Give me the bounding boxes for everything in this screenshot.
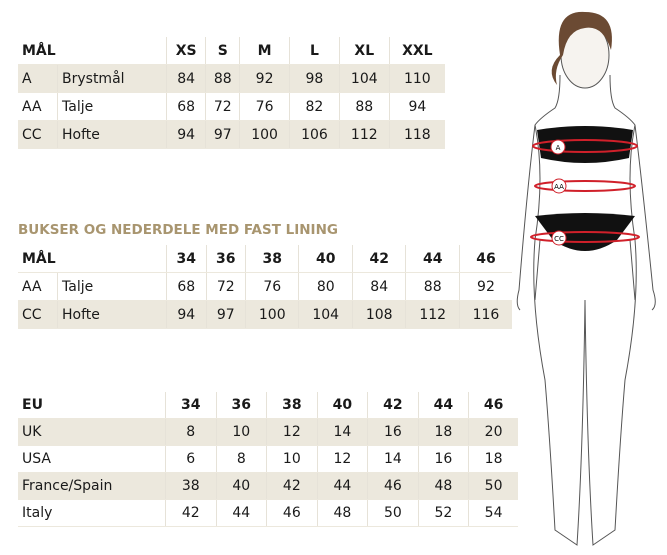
table-row: UK 8 10 12 14 16 18 20	[18, 418, 518, 446]
body-measurement-figure: A AA CC	[516, 11, 656, 546]
size-table-bottoms: MÅL 34 36 38 40 42 44 46 AA Talje 68 72 76 80 84 88 92…	[18, 245, 512, 329]
table-row: AA Talje 68 72 76 82 88 94	[18, 92, 445, 121]
label-aa: AA	[554, 183, 564, 191]
size-table-tops: MÅL XS S M L XL XXL A Brystmål 84 88 92 98 104 110 A…	[18, 37, 445, 149]
table-header: EU 34 36 38 40 42 44 46	[18, 392, 518, 419]
section-title: BUKSER OG NEDERDELE MED FAST LINING	[18, 222, 338, 238]
table-row: AA Talje 68 72 76 80 84 88 92	[18, 272, 512, 301]
table-row: CC Hofte 94 97 100 106 112 118	[18, 120, 445, 149]
label-cc: CC	[554, 235, 564, 243]
table-row: CC Hofte 94 97 100 104 108 112 116	[18, 300, 512, 329]
hair	[551, 11, 612, 85]
table-row: France/Spain 38 40 42 44 46 48 50	[18, 472, 518, 500]
table-row: USA 6 8 10 12 14 16 18	[18, 445, 518, 473]
size-conversion-table: EU 34 36 38 40 42 44 46 UK 8 10 12 14 16 18 20 USA 6 8 1…	[18, 392, 518, 527]
table-row: Italy 42 44 46 48 50 52 54	[18, 499, 518, 527]
table-header: MÅL 34 36 38 40 42 44 46	[18, 245, 512, 273]
table-row: A Brystmål 84 88 92 98 104 110	[18, 64, 445, 93]
table-header: MÅL XS S M L XL XXL	[18, 37, 445, 65]
label-a: A	[556, 144, 561, 152]
